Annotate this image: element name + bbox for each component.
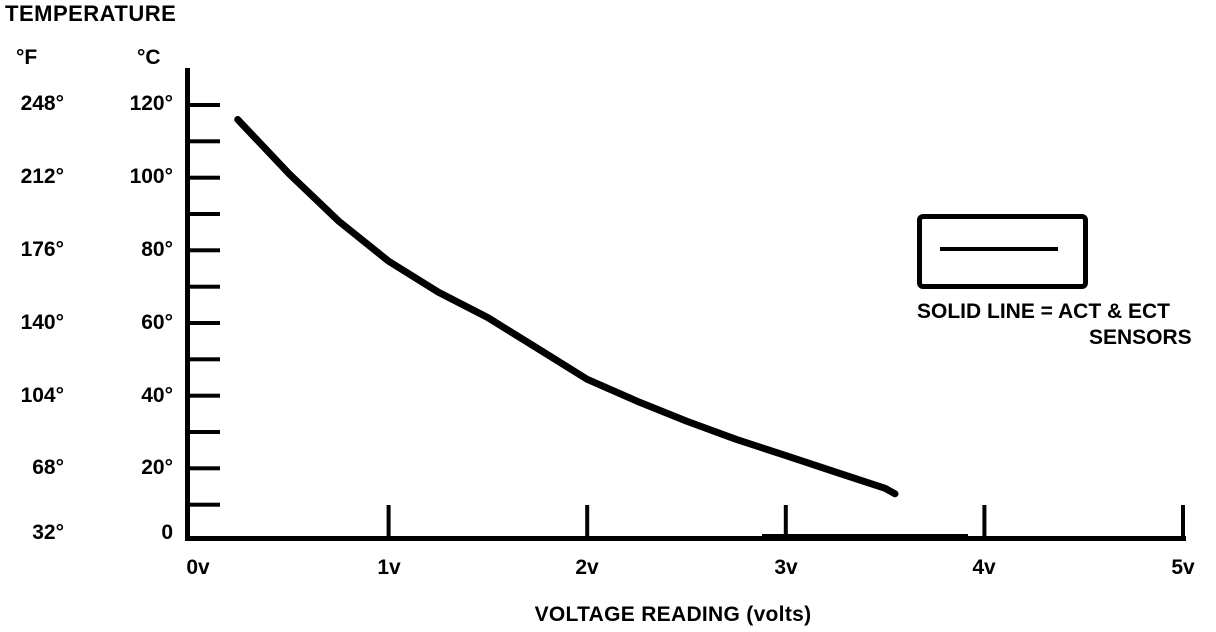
x-axis-tick: [982, 505, 987, 538]
y-axis-tick: [188, 357, 220, 362]
celsius-scale-header: °C: [137, 46, 161, 69]
sensor-curve: [234, 116, 899, 498]
x-tick-label: 3v: [774, 556, 798, 579]
y-axis-tick: [188, 139, 220, 144]
legend-box: [917, 214, 1088, 289]
c-label: 0: [161, 521, 173, 544]
c-label: 60°: [141, 311, 173, 334]
f-label: 176°: [20, 238, 64, 261]
y-axis-tick: [188, 103, 220, 107]
y-axis-tick: [188, 284, 220, 289]
x-tick-label: 2v: [575, 556, 599, 579]
x-axis-tick: [783, 505, 788, 538]
x-tick-label: 4v: [972, 556, 996, 579]
legend-caption: SOLID LINE = ACT & ECT SENSORS: [917, 299, 1192, 351]
y-axis-tick: [188, 466, 220, 471]
x-axis-tick: [386, 505, 391, 538]
y-axis-tick: [188, 248, 220, 253]
x-tick-label: 1v: [377, 556, 401, 579]
y-axis-tick: [188, 212, 220, 216]
x-axis-thick-segment: [762, 534, 968, 541]
legend-solid-line-sample: [940, 247, 1058, 251]
x-axis-tick: [1181, 505, 1185, 538]
y-axis-tick: [188, 321, 220, 325]
c-label: 80°: [141, 238, 173, 261]
c-label: 20°: [141, 456, 173, 479]
x-axis-line: [185, 536, 1186, 541]
c-label: 120°: [129, 92, 173, 115]
legend-caption-line2: SENSORS: [1089, 326, 1192, 349]
x-axis-tick: [585, 505, 590, 538]
f-label: 32°: [32, 521, 64, 544]
x-axis-title: VOLTAGE READING (volts): [534, 603, 812, 626]
y-axis-tick: [188, 430, 220, 434]
f-label: 248°: [20, 92, 64, 115]
f-label: 68°: [32, 456, 64, 479]
f-label: 140°: [20, 311, 64, 334]
y-axis-tick: [188, 175, 220, 180]
x-tick-label: 5v: [1171, 556, 1195, 579]
f-label: 104°: [20, 384, 64, 407]
c-label: 100°: [129, 165, 173, 188]
y-axis-line: [185, 68, 190, 541]
x-tick-label: 0v: [186, 556, 210, 579]
f-label: 212°: [20, 165, 64, 188]
page-title: TEMPERATURE: [5, 1, 177, 26]
c-label: 40°: [141, 384, 173, 407]
legend-caption-line1: SOLID LINE = ACT & ECT: [917, 300, 1170, 323]
y-axis-tick: [188, 393, 220, 398]
fahrenheit-scale-header: °F: [16, 46, 38, 69]
y-axis-tick: [188, 502, 220, 507]
